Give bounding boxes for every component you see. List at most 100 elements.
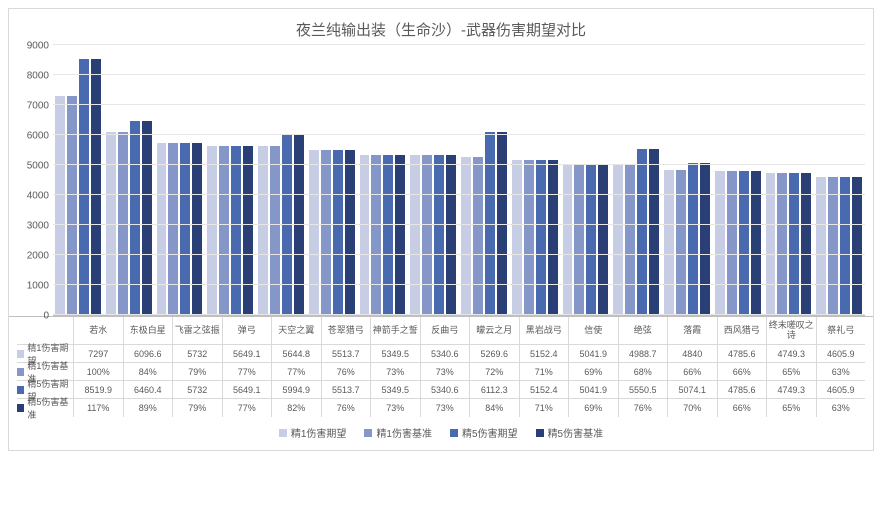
table-cell: 84% [469,399,519,417]
y-axis: 0100020003000400050006000700080009000 [17,46,53,316]
legend-item: 精1伤害基准 [364,425,432,440]
table-cell: 66% [717,363,767,380]
legend-item: 精5伤害基准 [536,425,604,440]
bar [473,157,483,315]
bar [207,146,217,315]
bar [840,177,850,315]
bar [270,146,280,315]
y-tick: 9000 [27,41,49,52]
table-cell: 76% [321,363,371,380]
table-cell: 65% [766,399,816,417]
chart-area: 0100020003000400050006000700080009000 [9,46,873,316]
bar-groups [53,46,865,315]
bar [613,165,623,315]
bar [512,160,522,315]
table-cell: 6460.4 [123,381,173,398]
bar [294,135,304,315]
grid-line [53,74,865,75]
y-tick: 1000 [27,281,49,292]
table-cell: 82% [271,399,321,417]
legend-label: 精1伤害期望 [291,425,347,440]
table-cell: 6112.3 [469,381,519,398]
legend-swatch [364,429,372,437]
grid-line [53,194,865,195]
bar [333,150,343,315]
data-table: 精1伤害期望精1伤害基准精5伤害期望精5伤害基准 若水东极白星飞雷之弦振弹弓天空… [9,316,873,417]
bar [727,171,737,315]
table-cell: 5041.9 [568,345,618,362]
category-label: 苍翠猎弓 [321,317,371,345]
legend-label: 精1伤害基准 [376,425,432,440]
bar-group [561,46,612,315]
bar [751,171,761,315]
category-label: 反曲弓 [420,317,470,345]
table-cell: 71% [519,399,569,417]
bar-group [764,46,815,315]
bar [371,155,381,315]
grid-line [53,44,865,45]
legend-item: 精5伤害期望 [450,425,518,440]
legend-swatch [279,429,287,437]
bar-group [713,46,764,315]
bar [395,155,405,315]
legend: 精1伤害期望 精1伤害基准 精5伤害期望 精5伤害基准 [9,417,873,450]
bar [598,164,608,315]
table-cell: 66% [667,363,717,380]
bar [345,150,355,315]
bar [461,157,471,315]
bar [91,59,101,315]
table-cell: 5152.4 [519,381,569,398]
table-cell: 63% [816,399,866,417]
table-cell: 5340.6 [420,345,470,362]
bar [446,155,456,315]
row-header: 精5伤害基准 [17,399,73,417]
table-cell: 5349.5 [370,381,420,398]
bar-group [205,46,256,315]
table-cell: 77% [222,399,272,417]
grid-line [53,224,865,225]
bar [243,146,253,315]
grid-line [53,254,865,255]
bar [816,177,826,315]
table-cell: 4749.3 [766,345,816,362]
category-row: 若水东极白星飞雷之弦振弹弓天空之翼苍翠猎弓神箭手之誓反曲弓曚云之月黑岩战弓信使绝… [73,317,865,345]
table-cell: 76% [321,399,371,417]
table-cell: 5340.6 [420,381,470,398]
table-cell: 8519.9 [73,381,123,398]
table-cell: 65% [766,363,816,380]
bar-group [256,46,307,315]
bar [219,146,229,315]
bar [360,155,370,315]
table-cell: 73% [420,363,470,380]
category-label: 神箭手之誓 [370,317,420,345]
table-row: 100%84%79%77%77%76%73%73%72%71%69%68%66%… [73,363,865,381]
bar [649,149,659,316]
bar [715,171,725,315]
table-cell: 100% [73,363,123,380]
table-cell: 7297 [73,345,123,362]
bar-group [53,46,104,315]
bar [828,177,838,315]
bar [563,164,573,315]
table-cell: 4605.9 [816,381,866,398]
bar [852,177,862,315]
legend-label: 精5伤害期望 [462,425,518,440]
bar-group [104,46,155,315]
bar [180,143,190,315]
table-cell: 73% [370,399,420,417]
table-cell: 71% [519,363,569,380]
bar [739,171,749,315]
table-cell: 76% [618,399,668,417]
table-cell: 5041.9 [568,381,618,398]
bar [67,96,77,315]
category-label: 西风猎弓 [717,317,767,345]
category-label: 落霞 [667,317,717,345]
bar-group [611,46,662,315]
bar [410,155,420,315]
table-cell: 5994.9 [271,381,321,398]
bar [258,146,268,315]
table-cell: 77% [222,363,272,380]
category-label: 黑岩战弓 [519,317,569,345]
table-cell: 89% [123,399,173,417]
series-swatch [17,386,24,394]
